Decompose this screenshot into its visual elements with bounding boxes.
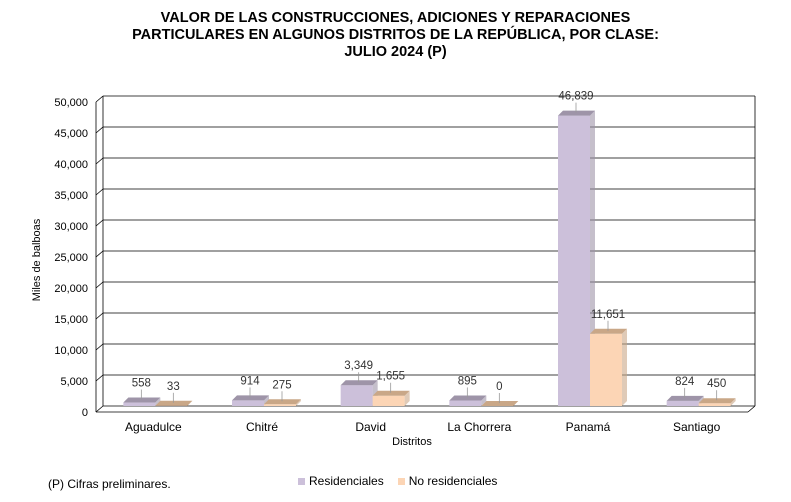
data-label: 1,655	[376, 371, 405, 383]
gridline-side	[95, 312, 104, 320]
bar-no-residenciales	[372, 395, 405, 406]
x-tick-label: Panamá	[566, 420, 611, 434]
bar-top-no-residenciales	[372, 390, 410, 396]
y-tick-label: 5,000	[60, 376, 88, 388]
y-tick-label: 40,000	[54, 159, 88, 171]
bar-residenciales	[666, 400, 699, 406]
legend-item-no-residenciales: No residenciales	[397, 474, 498, 488]
y-tick-label: 0	[82, 407, 88, 419]
gridline-side	[95, 343, 104, 351]
bar-top-no-residenciales	[698, 398, 736, 404]
bar-side-no-residenciales	[296, 399, 301, 406]
y-tick-label: 50,000	[54, 97, 88, 109]
x-tick-label: Chitré	[246, 420, 278, 434]
legend-label-no-residenciales: No residenciales	[408, 474, 498, 488]
bar-side-no-residenciales	[622, 328, 627, 406]
data-label: 46,839	[558, 91, 593, 103]
floor-right-edge	[747, 405, 756, 413]
bar-top-residenciales	[340, 380, 378, 386]
data-label: 3,349	[344, 360, 373, 372]
chart-title-line-1: VALOR DE LAS CONSTRUCCIONES, ADICIONES Y…	[160, 10, 631, 26]
bar-residenciales	[123, 402, 156, 406]
bar-no-residenciales	[698, 403, 731, 406]
data-label: 450	[707, 378, 726, 390]
data-label: 895	[458, 375, 477, 387]
legend: Residenciales No residenciales	[298, 474, 497, 488]
x-tick-label: David	[355, 420, 386, 434]
y-tick-label: 35,000	[54, 190, 88, 202]
bar-top-residenciales	[123, 397, 161, 403]
y-axis-title: Miles de balboas	[31, 218, 43, 301]
bar-side-no-residenciales	[404, 390, 410, 406]
chart-title-line-3: JULIO 2024 (P)	[344, 44, 447, 60]
gridline-side	[95, 126, 104, 134]
bar-top-residenciales	[449, 395, 487, 401]
bar-top-residenciales	[666, 395, 704, 401]
bar-no-residenciales	[590, 333, 622, 406]
bar-side-no-residenciales	[730, 398, 736, 406]
y-tick-label: 25,000	[54, 252, 88, 264]
y-tick-label: 15,000	[54, 314, 88, 326]
x-axis-title: Distritos	[392, 436, 432, 448]
gridline-side	[95, 405, 104, 413]
bar-top-no-residenciales	[481, 401, 519, 406]
chart-title: VALOR DE LAS CONSTRUCCIONES, ADICIONES Y…	[0, 10, 791, 61]
legend-item-residenciales: Residenciales	[298, 474, 384, 488]
gridline-side	[95, 157, 104, 165]
bar-residenciales	[449, 400, 482, 406]
x-tick-label: La Chorrera	[447, 420, 511, 434]
bar-no-residenciales	[264, 404, 296, 406]
data-label: 275	[272, 379, 291, 391]
data-label: 0	[496, 381, 502, 393]
bar-top-no-residenciales	[590, 328, 627, 334]
bar-top-no-residenciales	[264, 399, 301, 405]
gridline-side	[95, 250, 104, 258]
x-tick-label: Santiago	[673, 420, 721, 434]
bar-side-residenciales	[481, 395, 487, 406]
bar-top-no-residenciales	[155, 400, 193, 406]
legend-label-residenciales: Residenciales	[309, 474, 384, 488]
y-tick-label: 45,000	[54, 128, 88, 140]
bar-top-residenciales	[558, 110, 595, 116]
legend-swatch-residenciales	[298, 477, 305, 485]
gridline-side	[95, 281, 104, 289]
bar-side-residenciales	[155, 397, 161, 406]
gridline-side	[95, 219, 104, 227]
data-label: 914	[240, 375, 260, 387]
gridline-side	[95, 95, 104, 103]
x-tick-label: Aguadulce	[125, 420, 182, 434]
data-label: 11,651	[591, 309, 625, 321]
chart-title-line-2: PARTICULARES EN ALGUNOS DISTRITOS DE LA …	[132, 27, 659, 43]
gridline-side	[95, 374, 104, 382]
data-label: 33	[167, 381, 180, 393]
bar-top-residenciales	[232, 395, 269, 401]
y-tick-label: 20,000	[54, 283, 88, 295]
footnote: (P) Cifras preliminares.	[48, 477, 171, 491]
y-tick-label: 30,000	[54, 221, 88, 233]
y-tick-label: 10,000	[54, 345, 88, 357]
legend-swatch-no-residenciales	[397, 477, 405, 485]
bar-residenciales	[558, 115, 590, 406]
bar-residenciales	[232, 400, 264, 406]
gridline-side	[95, 188, 104, 196]
data-label: 558	[132, 378, 151, 390]
bar-residenciales	[340, 385, 373, 406]
bar-side-no-residenciales	[187, 400, 193, 406]
data-label: 824	[675, 376, 695, 388]
